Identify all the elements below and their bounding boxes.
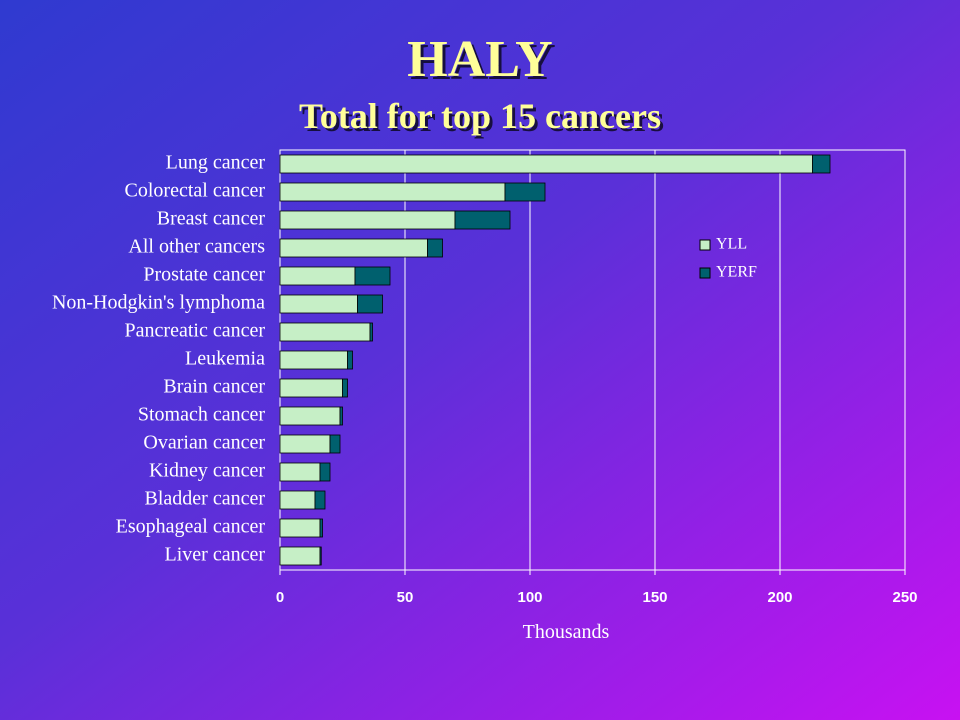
- x-tick-label: 150: [642, 589, 667, 606]
- bar-segment: [354, 266, 391, 286]
- bar-segment: [357, 294, 383, 314]
- legend-label: YERF: [716, 264, 757, 281]
- bar-segment: [369, 322, 373, 342]
- bar-segment: [319, 518, 323, 538]
- bar-segment: [279, 322, 371, 342]
- y-tick-label: Bladder cancer: [145, 488, 266, 510]
- bar-segment: [279, 462, 321, 482]
- chart-title: HALY: [407, 31, 552, 88]
- bar-segment: [342, 378, 348, 398]
- y-tick-label: Prostate cancer: [143, 264, 265, 286]
- bar-segment: [279, 350, 348, 370]
- y-tick-label: Lung cancer: [166, 152, 266, 174]
- bar-segment: [812, 154, 831, 174]
- y-tick-label: Non-Hodgkin's lymphoma: [52, 292, 265, 314]
- bar-segment: [279, 518, 321, 538]
- bar-segment: [279, 210, 456, 230]
- y-tick-label: Brain cancer: [163, 376, 265, 398]
- bar-segment: [504, 182, 546, 202]
- y-tick-label: Liver cancer: [165, 544, 266, 566]
- y-tick-label: Breast cancer: [157, 208, 266, 230]
- y-tick-label: Ovarian cancer: [143, 432, 265, 454]
- y-tick-label: Stomach cancer: [138, 404, 265, 426]
- bar-segment: [279, 238, 428, 258]
- bar-segment: [339, 406, 343, 426]
- bar-segment: [279, 294, 358, 314]
- x-axis-label: Thousands: [523, 621, 610, 643]
- x-tick-label: 200: [767, 589, 792, 606]
- bar-segment: [347, 350, 353, 370]
- bar-segment: [319, 462, 331, 482]
- legend-label: YLL: [716, 236, 747, 253]
- bar-segment: [314, 490, 326, 510]
- y-tick-label: Leukemia: [185, 348, 265, 370]
- bar-segment: [279, 266, 356, 286]
- bar-segment: [279, 434, 331, 454]
- x-tick-label: 0: [276, 589, 284, 606]
- bar-segment: [427, 238, 443, 258]
- x-tick-label: 50: [397, 589, 414, 606]
- bar-segment: [279, 546, 321, 566]
- bar-segment: [279, 154, 813, 174]
- x-tick-label: 100: [517, 589, 542, 606]
- y-tick-label: Pancreatic cancer: [125, 320, 266, 342]
- bar-segment: [279, 182, 506, 202]
- plot: 0 50 100 150 200 250 Lung cancer Colorectal can…: [52, 150, 918, 606]
- legend-swatch: [699, 239, 711, 251]
- chart-subtitle: Total for top 15 cancers: [299, 96, 661, 136]
- legend-swatch: [699, 267, 711, 279]
- x-tick-label: 250: [892, 589, 917, 606]
- bar-segment: [454, 210, 511, 230]
- bar-segment: [319, 546, 322, 566]
- y-tick-label: Colorectal cancer: [125, 180, 266, 202]
- y-tick-label: Esophageal cancer: [116, 516, 266, 538]
- bar-segment: [279, 406, 341, 426]
- y-tick-label: All other cancers: [128, 236, 265, 258]
- bar-segment: [279, 378, 343, 398]
- y-tick-label: Kidney cancer: [149, 460, 265, 482]
- bar-segment: [329, 434, 341, 454]
- bar-segment: [279, 490, 316, 510]
